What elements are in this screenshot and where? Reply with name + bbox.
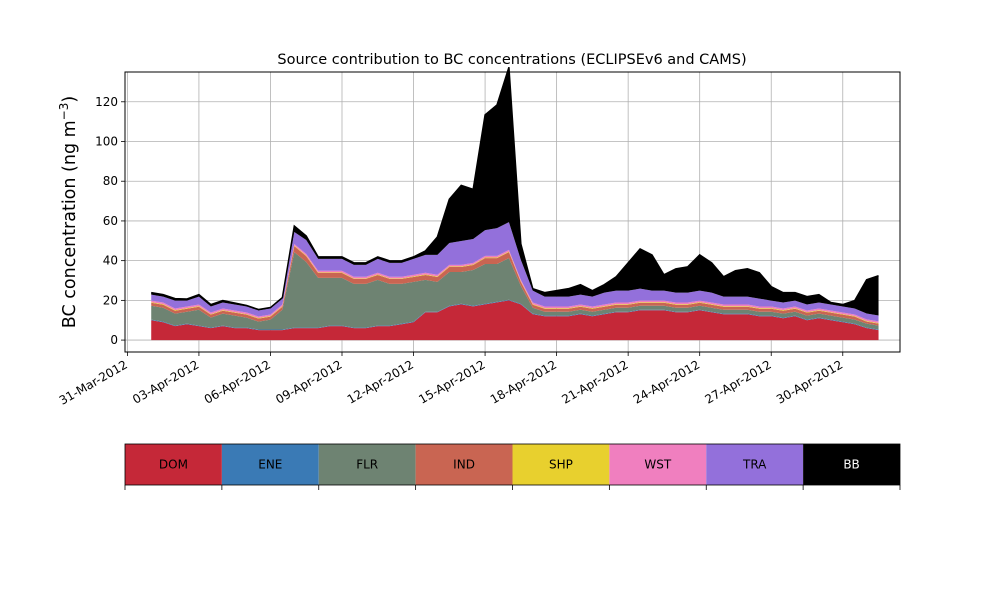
x-tick-label: 15-Apr-2012: [416, 357, 487, 406]
area-series-tra: [151, 222, 879, 322]
y-axis: 0 20 40 60 80 100 120: [95, 95, 125, 347]
stacked-areas: [151, 67, 879, 341]
x-tick-label: 31-Mar-2012: [57, 357, 130, 407]
legend-colorbar: DOM ENE FLR IND SHP WST TRA BB: [124, 443, 901, 490]
y-axis-label-superscript: −3: [57, 103, 71, 121]
x-tick-label: 30-Apr-2012: [774, 357, 845, 406]
legend-label-flr: FLR: [356, 458, 378, 472]
total-outline: [151, 67, 879, 311]
x-tick-label: 18-Apr-2012: [488, 357, 559, 406]
area-series-ind: [151, 246, 879, 326]
x-tick-label: 12-Apr-2012: [345, 357, 416, 406]
area-series-dom: [151, 300, 879, 341]
legend-swatch-ene: [221, 444, 319, 485]
y-tick-label: 100: [95, 135, 118, 149]
y-tick-label: 80: [103, 174, 118, 188]
y-tick-label: 120: [95, 95, 118, 109]
legend-swatch-flr: [318, 444, 416, 485]
legend-label-tra: TRA: [742, 458, 767, 472]
y-tick-label: 60: [103, 214, 118, 228]
legend-label-bb: BB: [843, 458, 859, 472]
x-axis: 31-Mar-2012 03-Apr-2012 06-Apr-2012 09-Apr-…: [57, 352, 845, 408]
legend-label-shp: SHP: [549, 458, 573, 472]
chart-title: Source contribution to BC concentrations…: [277, 52, 746, 68]
y-tick-label: 0: [110, 333, 118, 347]
x-tick-label: 21-Apr-2012: [559, 357, 630, 406]
legend-swatch-ind: [415, 444, 513, 485]
y-tick-label: 20: [103, 293, 118, 307]
x-tick-label: 06-Apr-2012: [202, 357, 273, 406]
x-tick-label: 09-Apr-2012: [273, 357, 344, 406]
legend-swatch-dom: [125, 444, 222, 485]
y-tick-label: 40: [103, 254, 118, 268]
y-axis-label: BC concentration (ng m−3): [57, 96, 80, 328]
legend-swatch-bb: [803, 444, 900, 485]
y-axis-label-main: BC concentration (ng m: [60, 120, 80, 328]
legend-label-ind: IND: [453, 458, 475, 472]
legend-label-ene: ENE: [258, 458, 282, 472]
area-series-flr: [151, 252, 879, 330]
plot-frame: [124, 71, 901, 353]
legend-swatch-tra: [706, 444, 804, 485]
legend-label-dom: DOM: [159, 458, 188, 472]
x-tick-label: 27-Apr-2012: [702, 357, 773, 406]
x-tick-label: 24-Apr-2012: [631, 357, 702, 406]
y-axis-label-tail: ): [60, 96, 80, 103]
total-line: [151, 67, 879, 311]
legend-swatch-wst: [609, 444, 707, 485]
x-tick-label: 03-Apr-2012: [130, 357, 201, 406]
legend-label-wst: WST: [644, 458, 671, 472]
legend-swatch-shp: [512, 444, 610, 485]
area-series-bb: [151, 67, 879, 316]
